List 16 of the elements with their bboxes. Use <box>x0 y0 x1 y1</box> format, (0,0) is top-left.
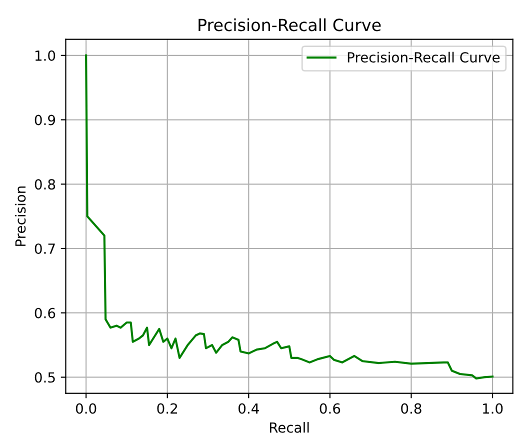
y-tick-label: 0.8 <box>34 179 56 190</box>
x-tick-label: 0.2 <box>157 403 178 414</box>
x-axis-title: Recall <box>270 422 309 433</box>
legend-label: Precision-Recall Curve <box>348 52 500 63</box>
x-tick-label: 0.0 <box>76 403 96 414</box>
x-tick-label: 0.8 <box>401 403 422 414</box>
y-axis-title: Precision <box>14 186 26 246</box>
x-tick-label: 0.4 <box>238 403 259 414</box>
x-tick-label: 0.6 <box>320 403 340 414</box>
y-tick-label: 0.7 <box>34 243 55 254</box>
x-tick-label: 1.0 <box>483 403 503 414</box>
y-tick-label: 0.9 <box>34 114 56 126</box>
y-tick-label: 0.6 <box>34 308 56 318</box>
y-tick-label: 1.0 <box>35 50 56 61</box>
chart-title: Precision-Recall Curve <box>198 18 381 32</box>
y-tick-label: 0.5 <box>34 372 55 383</box>
